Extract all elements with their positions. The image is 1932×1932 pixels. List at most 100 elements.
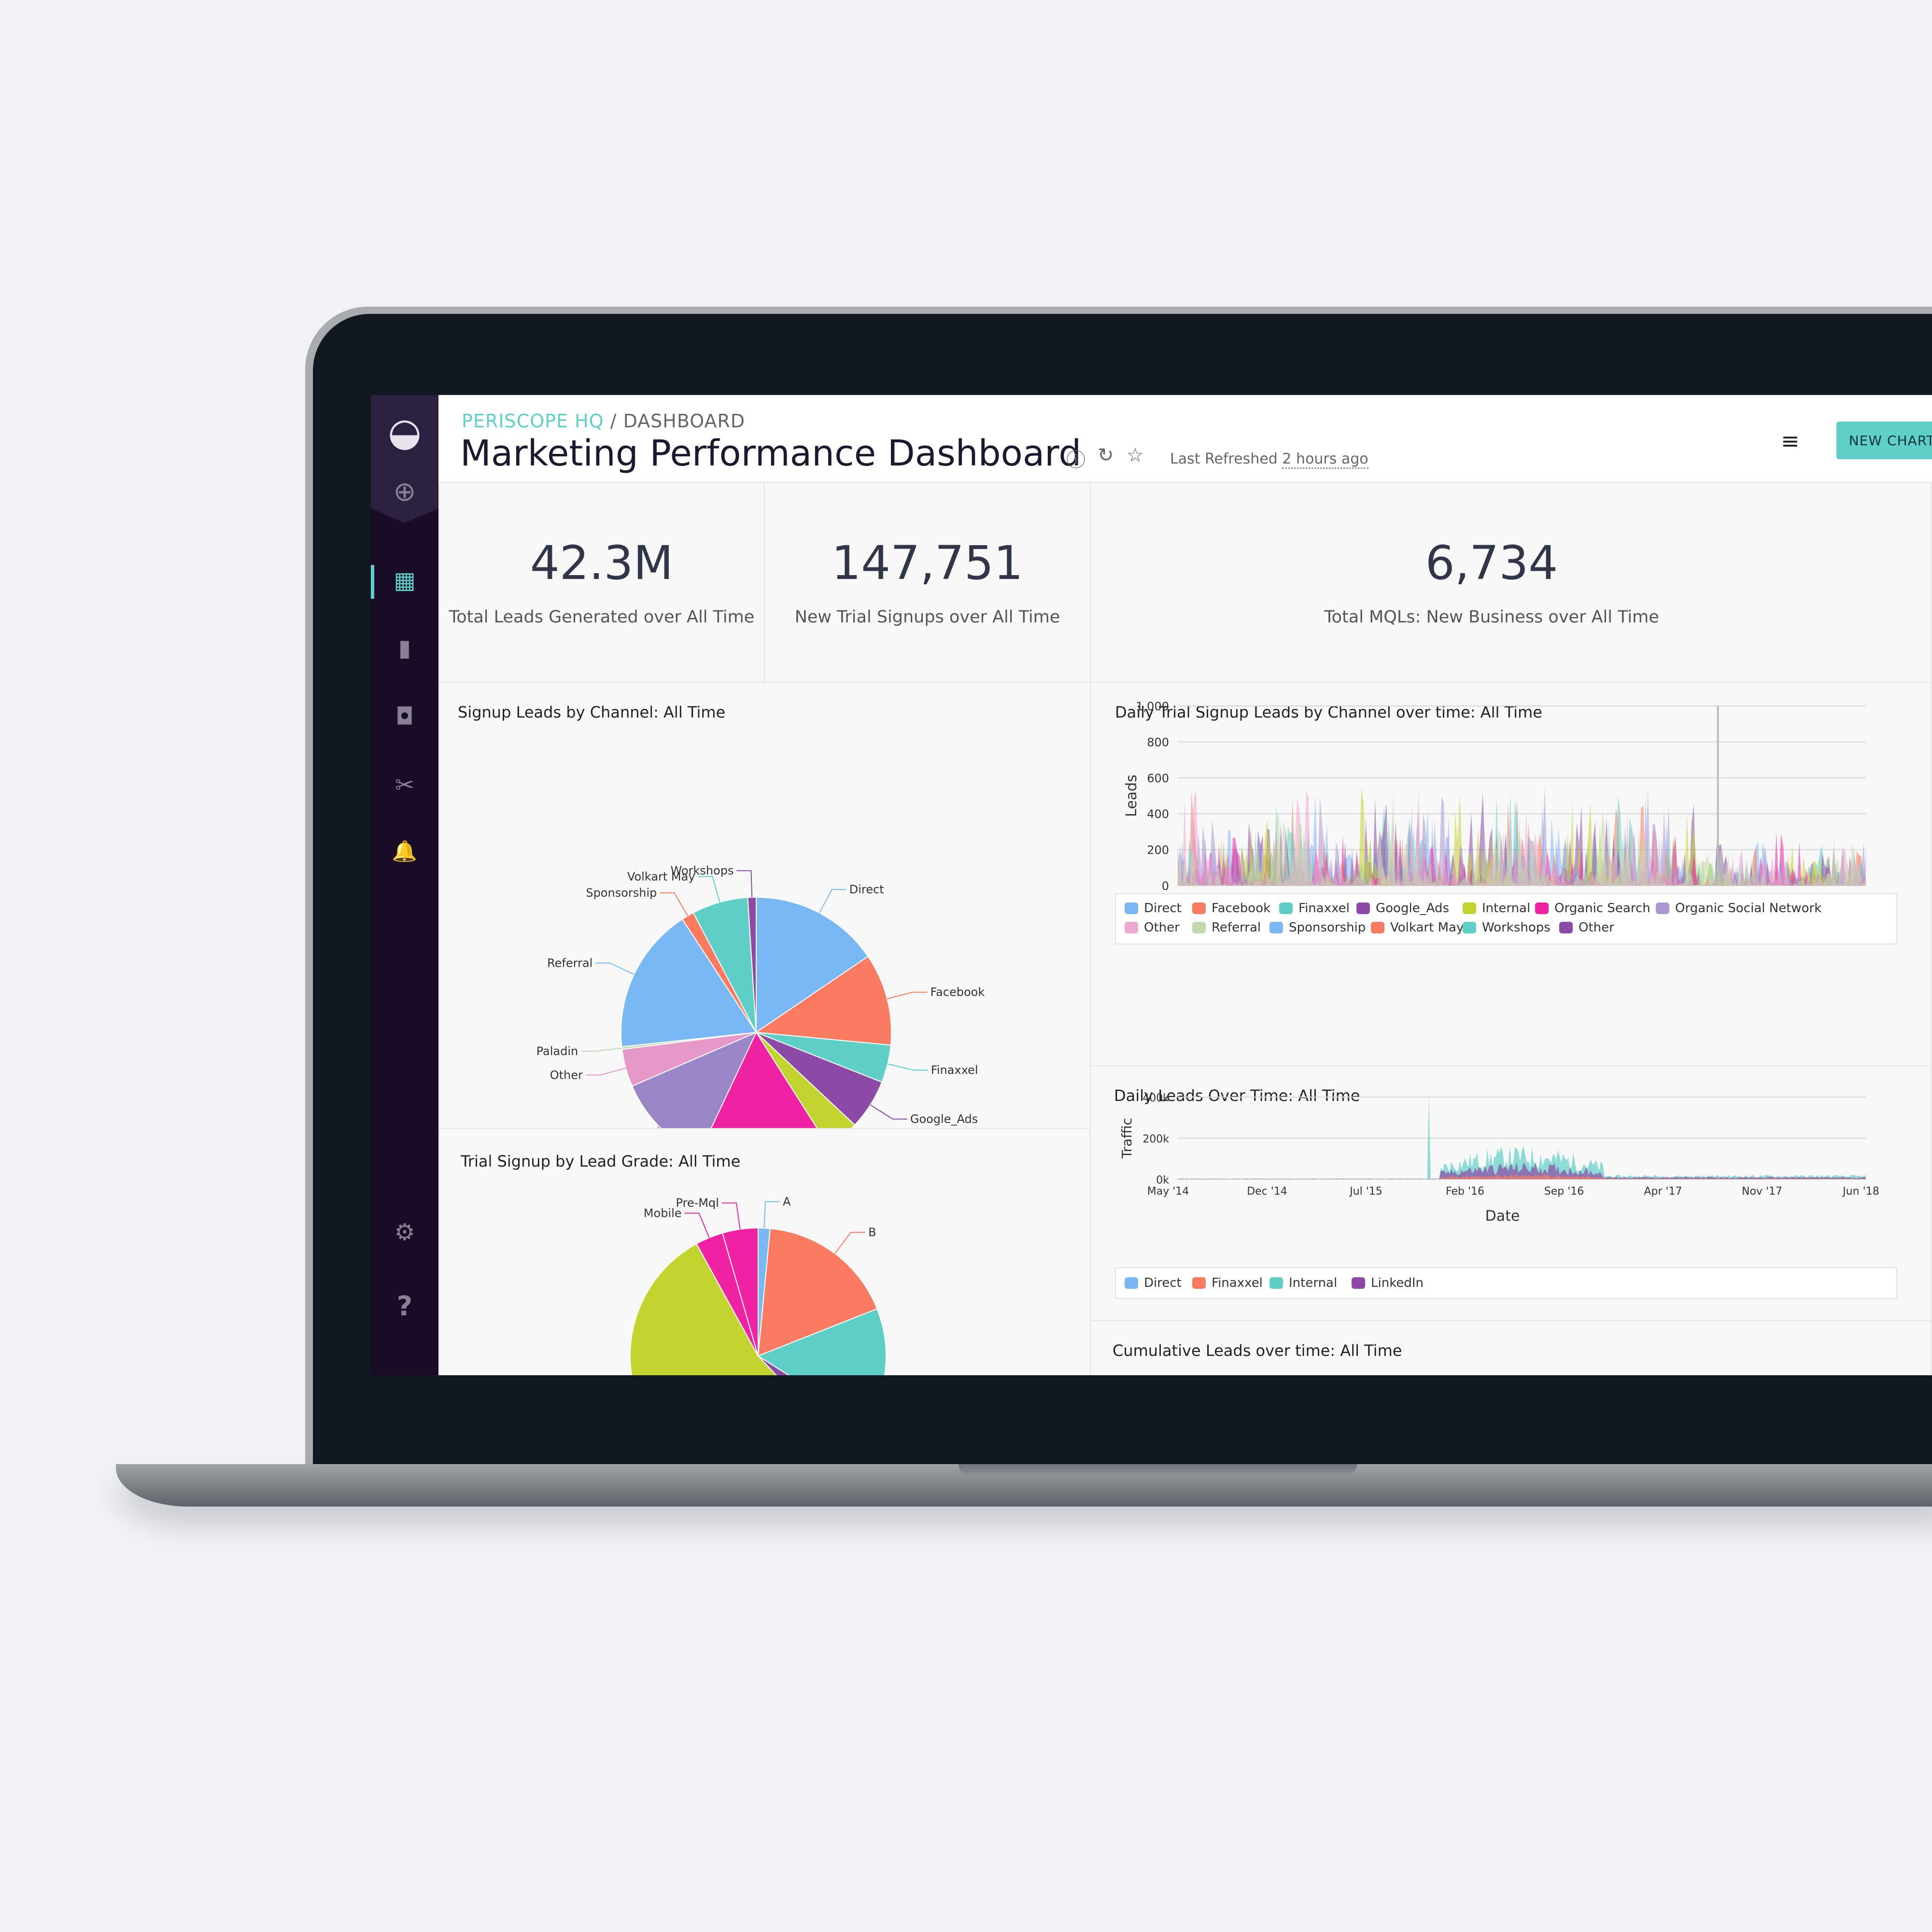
panel-daily-leads-over-time[interactable]: Daily Leads Over Time: All Time 0k 200k 40… — [1090, 1065, 1932, 1321]
kpi-panel-mqls[interactable]: 6,734 Total MQLs: New Business over All … — [1090, 482, 1932, 683]
pie-leader-line — [585, 1067, 626, 1076]
legend-label: Finaxxel — [1212, 1276, 1263, 1290]
panel-daily-trial-signup-leads[interactable]: Daily Trial Signup Leads by Channel over… — [1090, 682, 1932, 1066]
legend-item-finaxxel[interactable]: Finaxxel — [1279, 901, 1350, 916]
kpi-value: 42.3M — [530, 536, 674, 590]
area-series[interactable] — [1178, 1162, 1866, 1179]
refresh-icon[interactable]: ↻ — [1098, 444, 1114, 466]
legend-item-other[interactable]: Other — [1125, 920, 1180, 935]
y-tick-label: 1,000 — [1136, 700, 1169, 713]
panel-signup-leads-by-channel[interactable]: Signup Leads by Channel: All Time Direct… — [438, 682, 1091, 1130]
legend-swatch — [1192, 922, 1206, 933]
settings-icon[interactable]: ⚙ — [394, 1219, 415, 1246]
x-tick-label: Feb '16 — [1446, 1185, 1484, 1198]
legend-item-linkedin[interactable]: LinkedIn — [1352, 1276, 1424, 1290]
panel-trial-signup-by-lead-grade[interactable]: Trial Signup by Lead Grade: All Time A B M… — [438, 1128, 1091, 1375]
pie-slice-organic-social-network[interactable] — [631, 1031, 758, 1130]
legend-item-direct[interactable]: Direct — [1125, 901, 1182, 916]
info-icon[interactable]: ⓘ — [1066, 449, 1086, 471]
x-tick-label: Apr '17 — [1644, 1185, 1682, 1198]
legend-label: Direct — [1144, 901, 1182, 916]
last-refreshed-time[interactable]: 2 hours ago — [1282, 451, 1368, 469]
legend-item-volkart-may[interactable]: Volkart May — [1371, 920, 1464, 935]
legend-item-workshops[interactable]: Workshops — [1463, 920, 1551, 935]
laptop-notch — [959, 1464, 1357, 1476]
pie-slice-volkart-may[interactable] — [692, 897, 757, 1033]
pie-label: Finaxxel — [931, 1063, 978, 1077]
pie-slice-organic-search[interactable] — [699, 1031, 829, 1130]
legend-swatch — [1371, 922, 1384, 933]
area-series[interactable] — [1178, 794, 1866, 886]
legend-label: Finaxxel — [1298, 901, 1350, 916]
legend-item-internal[interactable]: Internal — [1463, 901, 1530, 916]
panel-title: Daily Leads Over Time: All Time — [1114, 1086, 1360, 1105]
new-chart-button[interactable]: NEW CHART — [1836, 422, 1932, 459]
bell-icon[interactable]: 🔔 — [392, 839, 418, 863]
legend-item-internal[interactable]: Internal — [1269, 1276, 1337, 1290]
legend-label: Google_Ads — [1376, 901, 1450, 916]
bookmark-icon[interactable]: ▮ — [398, 635, 411, 662]
legend-item-direct[interactable]: Direct — [1125, 1276, 1182, 1290]
y-tick-label: 600 — [1147, 772, 1169, 785]
x-tick-label: Jul '15 — [1349, 1185, 1382, 1198]
panel-cumulative-leads[interactable]: Cumulative Leads over time: All Time — [1090, 1320, 1932, 1375]
dashboards-icon[interactable]: ▦ — [394, 567, 416, 594]
pie-leader-line — [870, 1104, 907, 1120]
x-tick-label: May '14 — [1147, 1185, 1189, 1198]
pie-label: Pre-Mql — [676, 1196, 719, 1210]
pie-leader-line — [819, 888, 846, 914]
legend-swatch — [1125, 1277, 1138, 1289]
kpi-label: New Trial Signups over All Time — [794, 607, 1060, 627]
menu-icon[interactable]: ≡ — [1781, 428, 1800, 454]
pie-slice-referral[interactable] — [620, 918, 757, 1047]
pie-label: Other — [550, 1068, 583, 1082]
legend-label: Internal — [1289, 1276, 1338, 1290]
legend-swatch — [1656, 903, 1669, 914]
chart-legend: Direct Facebook Finaxxel Google_Ads Internal… — [1115, 893, 1897, 945]
pie-label: A — [783, 1195, 791, 1208]
pie-leader-line — [581, 1047, 622, 1052]
last-refreshed: Last Refreshed 2 hours ago — [1170, 451, 1368, 469]
legend-item-facebook[interactable]: Facebook — [1192, 901, 1270, 916]
pie-slice-facebook[interactable] — [755, 956, 892, 1046]
globe-icon[interactable]: ⊕ — [393, 476, 416, 508]
pie-slice-internal[interactable] — [756, 1032, 856, 1130]
kpi-label: Total MQLs: New Business over All Time — [1324, 607, 1659, 627]
sql-editor-icon[interactable]: ◘ — [395, 703, 414, 730]
x-tick-label: Dec '14 — [1247, 1185, 1287, 1198]
sidebar: ◒ ⊕ ▦ ▮ ◘ ✂ 🔔 ⚙ ? — [371, 395, 438, 1375]
scissors-icon[interactable]: ✂ — [395, 772, 415, 799]
pie-slice-workshops[interactable] — [747, 896, 757, 1033]
pie-label: Referral — [547, 956, 592, 970]
legend-label: Internal — [1482, 901, 1531, 916]
pie-leader-line — [887, 991, 928, 1000]
area-series[interactable] — [1178, 790, 1866, 886]
pie-slice-d[interactable] — [758, 1355, 866, 1375]
area-series[interactable] — [1178, 832, 1866, 886]
legend-item-organic-search[interactable]: Organic Search — [1535, 901, 1650, 916]
breadcrumb-page[interactable]: DASHBOARD — [623, 410, 746, 432]
legend-item-finaxxel[interactable]: Finaxxel — [1192, 1276, 1263, 1290]
kpi-panel-total-leads[interactable]: 42.3M Total Leads Generated over All Tim… — [438, 482, 765, 683]
legend-item-organic-social-network[interactable]: Organic Social Network — [1656, 901, 1821, 916]
breadcrumb-org[interactable]: PERISCOPE HQ — [462, 410, 604, 432]
legend-item-other[interactable]: Other — [1559, 920, 1614, 935]
periscope-logo-icon[interactable]: ◒ — [388, 409, 422, 454]
pie-label: Workshops — [671, 864, 734, 877]
x-tick-label: Nov '17 — [1742, 1185, 1782, 1198]
star-icon[interactable]: ☆ — [1127, 444, 1144, 466]
x-tick-label: Sep '16 — [1544, 1185, 1584, 1198]
y-tick-label: 0k — [1156, 1174, 1169, 1186]
pie-leader-line — [684, 1213, 710, 1238]
area-series[interactable] — [1178, 1174, 1866, 1179]
help-icon[interactable]: ? — [396, 1291, 413, 1322]
pie-leader-line — [721, 1202, 741, 1229]
legend-item-sponsorship[interactable]: Sponsorship — [1269, 920, 1366, 935]
pie-label: Volkart May — [627, 870, 695, 883]
legend-item-referral[interactable]: Referral — [1192, 920, 1261, 935]
pie-slice-c[interactable] — [757, 1308, 887, 1375]
legend-item-google-ads[interactable]: Google_Ads — [1356, 901, 1449, 916]
area-series[interactable] — [1178, 1097, 1866, 1179]
pie-slice-e[interactable] — [630, 1243, 846, 1375]
kpi-panel-trial-signups[interactable]: 147,751 New Trial Signups over All Time — [764, 482, 1091, 683]
